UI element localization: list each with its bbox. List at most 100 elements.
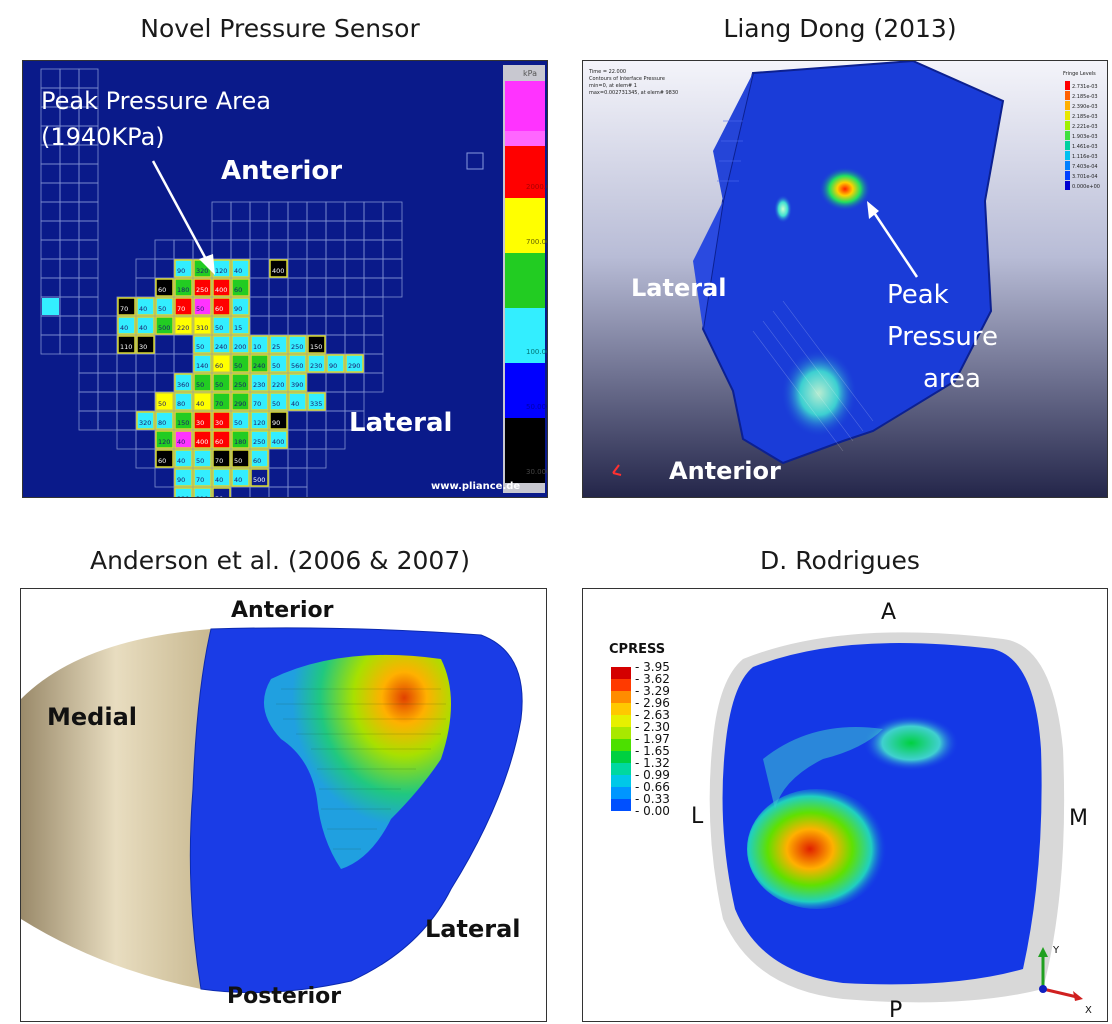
cell-value: 60 bbox=[215, 305, 223, 313]
cell-value: 40 bbox=[120, 324, 128, 332]
cell-value: 150 bbox=[310, 343, 322, 351]
cell-value: 50 bbox=[234, 362, 242, 370]
legend-value: - 3.95 bbox=[635, 660, 670, 674]
cell-value: 50 bbox=[196, 305, 204, 313]
cell-value: 40 bbox=[139, 305, 147, 313]
legend-value: - 1.65 bbox=[635, 744, 670, 758]
legend-value: - 2.30 bbox=[635, 720, 670, 734]
cell-value: 500 bbox=[253, 476, 265, 484]
scale-unit: kPa bbox=[523, 69, 537, 78]
legend-value: - 2.96 bbox=[635, 696, 670, 710]
axis-y-label: Y bbox=[1052, 945, 1060, 956]
panel-anderson: Anterior Medial Lateral Posterior bbox=[20, 588, 547, 1022]
axis-x-label: X bbox=[1085, 1005, 1092, 1016]
cell-value: 50 bbox=[234, 457, 242, 465]
svg-text:Time = 22.000: Time = 22.000 bbox=[588, 69, 626, 75]
cell-value: 390 bbox=[291, 381, 303, 389]
cell-value: 180 bbox=[177, 286, 189, 294]
legend-swatch bbox=[611, 763, 631, 775]
lower-pressure-region bbox=[781, 349, 857, 437]
cell-value: 290 bbox=[234, 400, 246, 408]
legend-swatch bbox=[611, 787, 631, 799]
peak-arrow-line bbox=[151, 160, 209, 262]
peak-arrow-head bbox=[199, 254, 215, 275]
cell-value: 90 bbox=[272, 419, 280, 427]
cell-value: 70 bbox=[215, 400, 223, 408]
title-rodrigues: D. Rodrigues bbox=[760, 546, 920, 575]
fringe-value: 7.403e-04 bbox=[1072, 164, 1098, 170]
cell-value: 150 bbox=[177, 419, 189, 427]
fringe-swatch bbox=[1065, 81, 1070, 90]
scale-value-2: 700.000 bbox=[526, 238, 547, 246]
cell-value: 50 bbox=[215, 324, 223, 332]
label-a: A bbox=[881, 600, 896, 625]
peak-pressure-label-line1: Peak Pressure Area bbox=[41, 87, 271, 115]
cell-value: 500 bbox=[158, 324, 170, 332]
panel-novel-pressure-sensor: 90 320 120 40 400 60 180 250 400 60 40 50 70 50 60 90 70… bbox=[22, 60, 548, 498]
cell-value: 400 bbox=[215, 286, 227, 294]
cell-value: 50 bbox=[272, 362, 280, 370]
cell-value: 50 bbox=[196, 457, 204, 465]
cell-value: 90 bbox=[177, 267, 185, 275]
cell-value: 70 bbox=[253, 400, 261, 408]
cell-value: 40 bbox=[234, 267, 242, 275]
cell-value: 70 bbox=[177, 305, 185, 313]
cell-value: 25 bbox=[272, 343, 280, 351]
legend-swatch bbox=[611, 727, 631, 739]
cell-value: 60 bbox=[215, 438, 223, 446]
cell-value: 90 bbox=[329, 362, 337, 370]
cell-value: 50 bbox=[196, 343, 204, 351]
cell-value: 290 bbox=[348, 362, 360, 370]
fringe-value: 2.185e-03 bbox=[1072, 94, 1098, 100]
cell-value: 50 bbox=[196, 381, 204, 389]
cell-value: 70 bbox=[215, 457, 223, 465]
cell-value: 30 bbox=[215, 419, 223, 427]
title-anderson: Anderson et al. (2006 & 2007) bbox=[89, 546, 471, 575]
panel-liang-dong: Time = 22.000 Contours of Interface Pres… bbox=[582, 60, 1108, 498]
cell-value: 400 bbox=[196, 438, 208, 446]
cell-value: 320 bbox=[139, 419, 151, 427]
cell-value: 220 bbox=[177, 495, 189, 497]
cell-value: 220 bbox=[272, 381, 284, 389]
peak-arrow-line bbox=[871, 210, 919, 278]
fringe-value: 2.221e-03 bbox=[1072, 124, 1098, 130]
cell-value: 60 bbox=[253, 457, 261, 465]
cell-value: 180 bbox=[234, 438, 246, 446]
cell-value: 15 bbox=[234, 324, 242, 332]
label-posterior: Posterior bbox=[227, 984, 341, 1009]
watermark: www.pliance.de bbox=[431, 481, 520, 492]
svg-text:min=0, at elem# 1: min=0, at elem# 1 bbox=[589, 83, 637, 89]
peak-contact-region bbox=[263, 654, 451, 869]
cell-value: 80 bbox=[177, 400, 185, 408]
fringe-swatch bbox=[1065, 121, 1070, 130]
cell-value: 90 bbox=[234, 305, 242, 313]
cell-value: 250 bbox=[291, 343, 303, 351]
peak-label-line3: area bbox=[923, 364, 981, 394]
cell-value: 60 bbox=[234, 286, 242, 294]
fringe-legend: 2.731e-03 2.185e-03 2.390e-03 2.185e-03 2.22… bbox=[1065, 81, 1100, 190]
fringe-swatch bbox=[1065, 111, 1070, 120]
peak-arrow-head bbox=[867, 201, 879, 219]
legend-swatch bbox=[611, 715, 631, 727]
fringe-swatch bbox=[1065, 91, 1070, 100]
cell-value: 90 bbox=[177, 476, 185, 484]
liang-dong-fe-model: Time = 22.000 Contours of Interface Pres… bbox=[583, 61, 1107, 497]
label-anterior: Anterior bbox=[221, 156, 342, 186]
peak-pressure-label-line2: (1940KPa) bbox=[41, 123, 165, 151]
cell-value: 120 bbox=[158, 438, 170, 446]
scale-value-1: 2000.000 bbox=[526, 183, 547, 191]
cell-value: 70 bbox=[196, 476, 204, 484]
medial-pressure-region bbox=[863, 715, 959, 771]
legend-value: - 1.97 bbox=[635, 732, 670, 746]
label-l: L bbox=[691, 804, 704, 829]
scale-value-4: 50.000 bbox=[526, 403, 547, 411]
legend-value: - 0.33 bbox=[635, 792, 670, 806]
cell-value: 310 bbox=[196, 324, 208, 332]
legend-swatch bbox=[611, 775, 631, 787]
legend-value: - 2.63 bbox=[635, 708, 670, 722]
label-lateral: Lateral bbox=[425, 915, 521, 943]
peak-pressure-spot bbox=[819, 167, 871, 211]
scale-value-5: 30.000 bbox=[526, 468, 547, 476]
cell-value: 240 bbox=[215, 343, 227, 351]
cell-value: 60 bbox=[215, 362, 223, 370]
